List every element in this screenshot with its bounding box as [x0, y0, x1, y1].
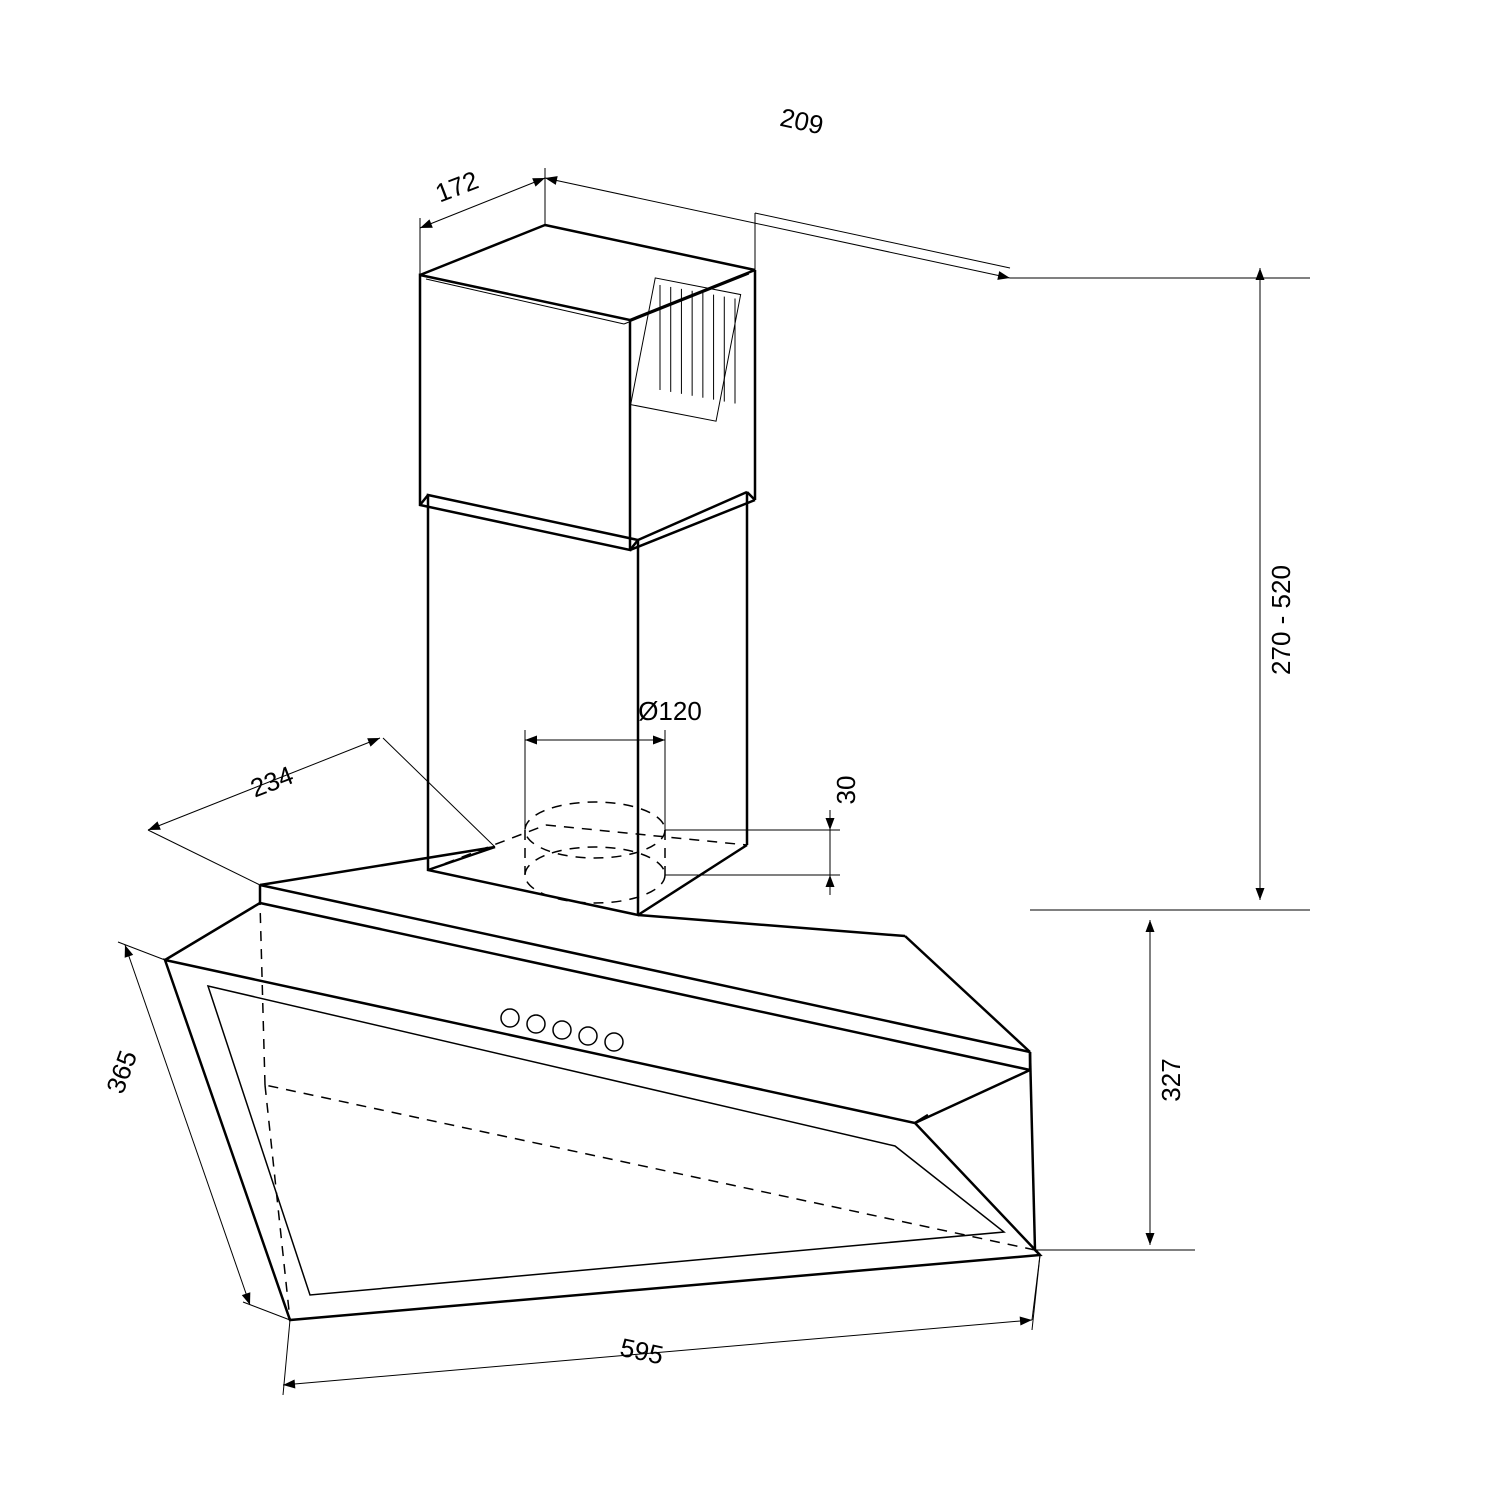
dimension-label: 30 — [831, 776, 861, 805]
technical-drawing: 172 209 270 - 520 Ø120 30 234 327 365 595 — [0, 0, 1500, 1500]
dimension-label: Ø120 — [638, 696, 702, 726]
dimension-label: 365 — [100, 1046, 143, 1097]
dimension-label: 327 — [1156, 1058, 1186, 1101]
dimension-label: 234 — [246, 760, 297, 804]
dimension-label: 209 — [778, 102, 827, 140]
dimension-label: 172 — [431, 165, 482, 209]
dimension-label: 595 — [618, 1332, 667, 1370]
dimension-label: 270 - 520 — [1266, 565, 1296, 675]
